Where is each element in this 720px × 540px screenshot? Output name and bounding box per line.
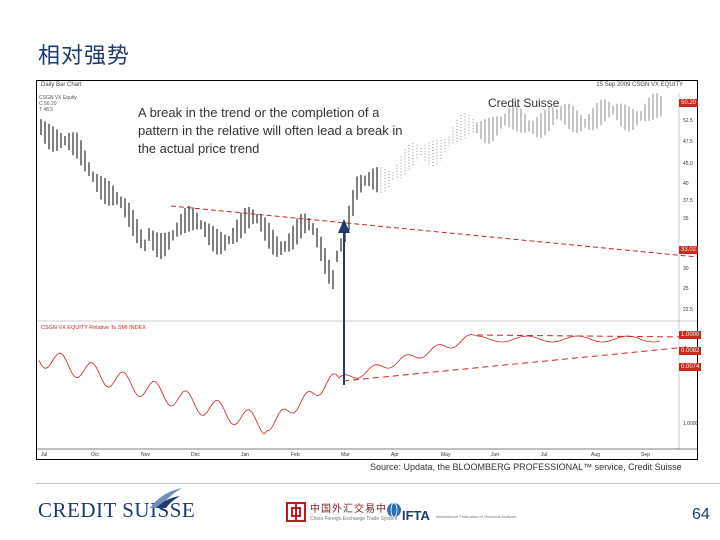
x-axis-tick-label: Jun [491, 452, 499, 458]
ifta-name: IFTA [402, 508, 430, 523]
x-axis-tick-label: Sep [641, 452, 650, 458]
page-number: 64 [692, 506, 710, 523]
price-bars [40, 93, 662, 289]
x-axis-tick-label: Jul [541, 452, 547, 458]
relative-tag-lower: 0.0074 [679, 363, 702, 371]
upper-axis-tick: 52.5 [683, 118, 693, 124]
chart-plot: Jul Oct Nov Dec Jan Feb Mar Apr May Jun Jul Aug Sep [37, 93, 697, 458]
x-axis-tick-label: Jan [241, 452, 249, 458]
upper-axis-tick: 22.5 [683, 307, 693, 313]
slide-title: 相对强势 [38, 44, 131, 69]
chart-frame: Daily Bar Chart 15 Sep 2009 CSGN VX EQUI… [36, 80, 702, 460]
upper-axis-tick: 47.5 [683, 139, 693, 145]
relative-strength-line [38, 333, 661, 435]
relative-tag-mid: 0.0082 [679, 347, 702, 355]
chart-ticker-date: 15 Sep 2009 CSGN VX EQUITY [596, 82, 683, 88]
cfets-name: 中国外汇交易中心 [310, 504, 398, 515]
upper-axis-tick: 40 [683, 181, 689, 187]
x-axis-tick-label: Jul [41, 452, 47, 458]
x-axis-tick-label: May [441, 452, 451, 458]
x-axis-ticks: Jul Oct Nov Dec Jan Feb Mar Apr May Jun Jul Aug Sep [41, 452, 650, 458]
x-axis-tick-label: Feb [291, 452, 300, 458]
lower-axis-tick: 1.0000 [683, 421, 699, 427]
trendline-level-tag: 33.02 [679, 246, 699, 254]
legend-line: T 48.5 [39, 107, 54, 113]
x-axis-tick-label: Oct [91, 452, 99, 458]
legend-line: CSGN VX Equity [39, 95, 77, 101]
relative-upper-trendline [476, 334, 688, 338]
price-last-tag: 50.20 [679, 99, 699, 107]
upper-axis-tick: 30 [683, 266, 689, 272]
ifta-globe-icon [387, 502, 401, 518]
relative-tag-upper: 1.0000 [679, 331, 702, 339]
lower-panel-title: CSGN VX EQUITY Relative To SMI INDEX [41, 325, 146, 331]
price-trendline [170, 205, 697, 258]
chart-legend: CSGN VX Equity C 50.20 T 48.5 [39, 95, 77, 113]
x-axis-tick-label: Mar [341, 452, 350, 458]
chart-callout-text: A break in the trend or the completion o… [138, 105, 403, 156]
credit-suisse-chart-label: Credit Suisse [488, 96, 560, 110]
legend-line: C 50.20 [39, 101, 57, 107]
x-axis-tick-label: Nov [141, 452, 150, 458]
footer-divider [36, 483, 720, 484]
upper-axis-tick: 35 [683, 216, 689, 222]
relative-line-group [38, 333, 661, 435]
x-axis-tick-label: Aug [591, 452, 600, 458]
upper-axis-tick: 25 [683, 286, 689, 292]
cfets-subtitle: China Foreign Exchange Trade System [310, 516, 398, 522]
chart-header: Daily Bar Chart 15 Sep 2009 CSGN VX EQUI… [37, 81, 697, 93]
upper-axis-tick: 37.5 [683, 198, 693, 204]
chart-type-label: Daily Bar Chart [41, 82, 82, 88]
breakout-arrow-head [338, 219, 350, 233]
source-note: Source: Updata, the BLOOMBERG PROFESSION… [370, 462, 682, 472]
upper-axis-tick: 45.0 [683, 161, 693, 167]
x-axis-tick-label: Dec [191, 452, 200, 458]
ifta-subtitle: International Federation of Technical An… [436, 514, 517, 519]
x-axis-tick-label: Apr [391, 452, 399, 458]
cfets-emblem-icon [286, 502, 306, 522]
relative-lower-trendline [342, 346, 688, 382]
credit-suisse-sails-icon [150, 488, 182, 508]
